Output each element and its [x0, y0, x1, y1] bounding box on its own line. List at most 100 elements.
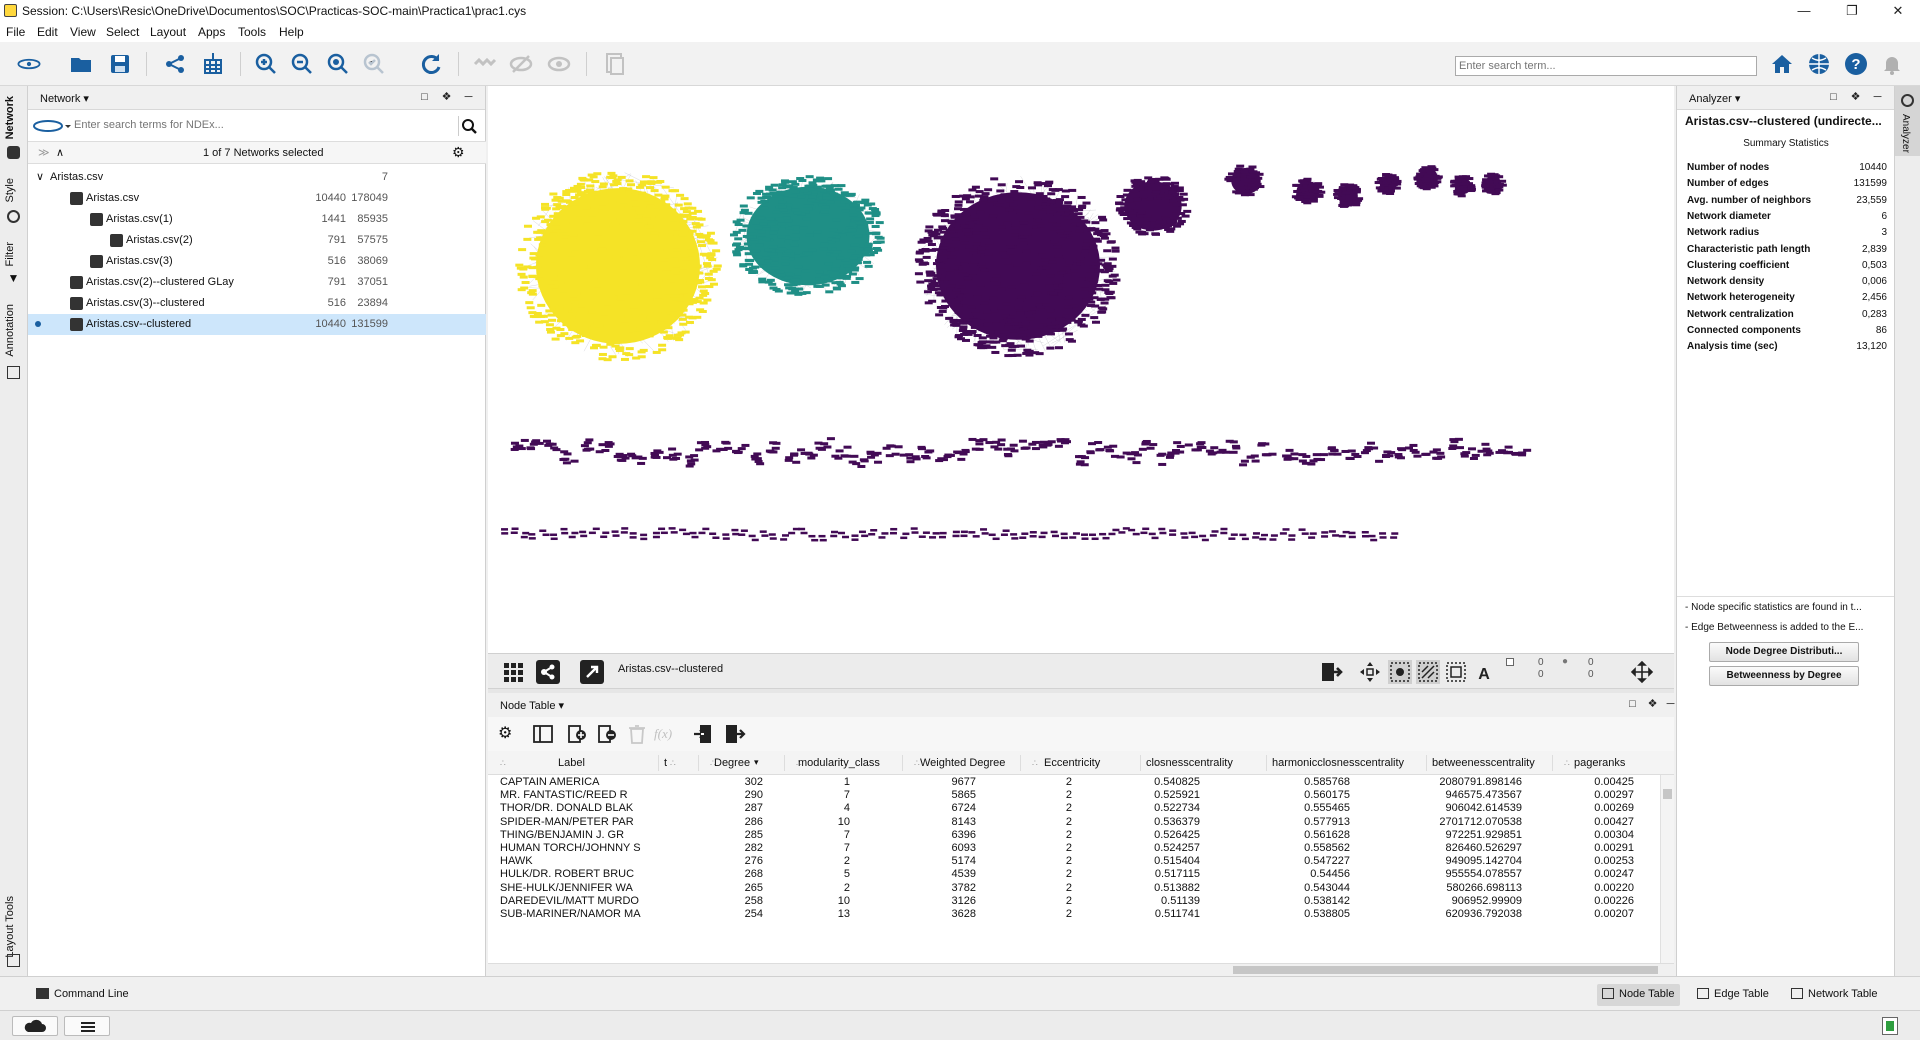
menu-layout[interactable]: Layout [150, 25, 187, 39]
menu-tools[interactable]: Tools [238, 25, 267, 39]
column-divider[interactable] [1426, 755, 1427, 771]
show-all-icon[interactable] [472, 51, 498, 77]
table-row[interactable]: MR. FANTASTIC/REED R 290 7 5865 2 0.525921 0.5… [488, 789, 1674, 802]
pin-panel-icon[interactable]: ❖ [441, 91, 452, 103]
pin-analyzer-icon[interactable]: ❖ [1850, 91, 1861, 103]
column-header[interactable]: Weighted Degree [920, 757, 1006, 769]
search-input[interactable] [1455, 56, 1757, 76]
cluster-purple-small-0[interactable] [1224, 164, 1265, 197]
float-panel-icon[interactable]: □ [421, 91, 428, 103]
tab-annotation[interactable]: Annotation [4, 304, 16, 357]
column-divider[interactable] [1552, 755, 1553, 771]
menu-apps[interactable]: Apps [198, 25, 226, 39]
column-divider[interactable] [1140, 755, 1141, 771]
save-icon[interactable] [107, 51, 133, 77]
column-divider[interactable] [1266, 755, 1267, 771]
table-row[interactable]: HAWK 276 2 5174 2 0.515404 0.547227 949095.1427… [488, 855, 1674, 868]
help-icon[interactable]: ? [1843, 51, 1869, 77]
import-network-icon[interactable] [162, 51, 188, 77]
ndex-search-input[interactable] [72, 114, 444, 136]
ndex-logo-icon[interactable] [32, 118, 72, 134]
grid-view-icon[interactable] [502, 660, 526, 684]
zoom-fit-icon[interactable] [325, 51, 351, 77]
cluster-purple-small-6[interactable] [1481, 172, 1507, 196]
node-table-title[interactable]: Node Table ▾ [500, 700, 565, 712]
import-table-file-icon[interactable] [692, 723, 714, 745]
cloud-button[interactable] [12, 1016, 58, 1036]
table-horizontal-scrollbar[interactable] [488, 963, 1674, 976]
table-row[interactable]: DAREDEVIL/MATT MURDO 258 10 3126 2 0.51139 0.5… [488, 895, 1674, 908]
network-tree-row[interactable]: Aristas.csv(2) 791 57575 [28, 230, 486, 251]
new-from-selection-icon[interactable] [602, 51, 628, 77]
menu-select[interactable]: Select [106, 25, 140, 39]
network-panel-title[interactable]: Network ▾ [40, 93, 89, 105]
column-divider[interactable] [902, 755, 903, 771]
show-selected-icon[interactable] [546, 51, 572, 77]
menu-help[interactable]: Help [279, 25, 304, 39]
tab-filter[interactable]: Filter [4, 242, 16, 267]
expand-view-icon[interactable] [580, 660, 604, 684]
network-tree-row[interactable]: Aristas.csv 10440 178049 [28, 188, 486, 209]
table-settings-gear-icon[interactable]: ⚙ [498, 725, 513, 742]
network-canvas[interactable] [488, 86, 1674, 653]
cluster-purple-small-1[interactable] [1291, 177, 1326, 205]
task-list-button[interactable] [64, 1016, 110, 1036]
menu-view[interactable]: View [70, 25, 96, 39]
minimize-analyzer-icon[interactable]: ─ [1873, 91, 1882, 103]
table-row[interactable]: CAPTAIN AMERICA 302 1 9677 2 0.540825 0.585768… [488, 776, 1674, 789]
command-line-tab[interactable]: Command Line [32, 984, 135, 1006]
pin-table-icon[interactable]: ❖ [1647, 698, 1658, 710]
pan-icon[interactable] [1358, 660, 1382, 684]
function-builder-icon[interactable]: f(x) [654, 726, 673, 741]
node-degree-distribution-button[interactable]: Node Degree Distributi... [1709, 642, 1859, 662]
float-analyzer-icon[interactable]: □ [1830, 91, 1837, 103]
select-nodes-icon[interactable] [1388, 660, 1412, 684]
node-count-checkbox[interactable] [1506, 658, 1514, 666]
column-header[interactable]: Degree [714, 757, 751, 769]
cluster-teal[interactable] [729, 175, 885, 296]
network-tree-row[interactable]: Aristas.csv(1) 1441 85935 [28, 209, 486, 230]
zoom-out-icon[interactable] [289, 51, 315, 77]
network-view-icon[interactable] [536, 660, 560, 684]
menu-file[interactable]: File [6, 25, 26, 39]
add-column-icon[interactable] [566, 723, 588, 745]
minimize-table-icon[interactable]: ─ [1666, 698, 1675, 710]
table-row[interactable]: SHE-HULK/JENNIFER WA 265 2 3782 2 0.513882 0.5… [488, 882, 1674, 895]
column-divider[interactable] [784, 755, 785, 771]
export-view-icon[interactable] [1320, 660, 1344, 684]
network-tree-row[interactable]: Aristas.csv(3) 516 38069 [28, 251, 486, 272]
minimize-button[interactable]: — [1797, 3, 1811, 18]
collapse-all-icon[interactable]: ≫ [38, 147, 50, 159]
column-divider[interactable] [1020, 755, 1021, 771]
column-header[interactable]: modularity_class [798, 757, 880, 769]
network-tree-row[interactable]: Aristas.csv(3)--clustered 516 23894 [28, 293, 486, 314]
table-row[interactable]: SUB-MARINER/NAMOR MA 254 13 3628 2 0.511741 0.… [488, 908, 1674, 921]
vertical-scroll-thumb[interactable] [1663, 789, 1672, 799]
menu-edit[interactable]: Edit [37, 25, 58, 39]
cluster-yellow[interactable] [515, 171, 722, 362]
close-button[interactable]: ✕ [1892, 3, 1904, 18]
zoom-selected-icon[interactable] [361, 51, 387, 77]
refresh-icon[interactable] [418, 51, 444, 77]
network-table-tab[interactable]: Network Table [1786, 984, 1884, 1006]
tab-layout-tools[interactable]: Layout Tools [4, 896, 16, 958]
column-header[interactable]: Eccentricity [1044, 757, 1101, 769]
table-row[interactable]: HULK/DR. ROBERT BRUC 268 5 4539 2 0.517115 0.5… [488, 868, 1674, 881]
delete-column-icon[interactable] [596, 723, 618, 745]
edge-table-tab[interactable]: Edge Table [1692, 984, 1775, 1006]
export-table-icon[interactable] [724, 723, 746, 745]
cluster-purple-small-5[interactable] [1450, 175, 1476, 198]
network-graph-view[interactable] [488, 86, 1674, 653]
column-divider[interactable] [698, 755, 699, 771]
cluster-purple-small-3[interactable] [1374, 173, 1402, 195]
navigator-icon[interactable] [1630, 660, 1654, 684]
cluster-purple-medium[interactable] [1115, 176, 1192, 236]
select-edges-icon[interactable] [1416, 660, 1440, 684]
cluster-purple-small-4[interactable] [1413, 165, 1443, 191]
sort-descending-icon[interactable]: ▾ [754, 757, 759, 767]
network-options-gear-icon[interactable]: ⚙ [452, 144, 465, 160]
analyzer-panel-title[interactable]: Analyzer ▾ [1689, 93, 1741, 105]
hide-selected-icon[interactable] [508, 51, 534, 77]
cluster-purple-large[interactable] [914, 175, 1121, 358]
maximize-button[interactable]: ❐ [1846, 3, 1858, 18]
